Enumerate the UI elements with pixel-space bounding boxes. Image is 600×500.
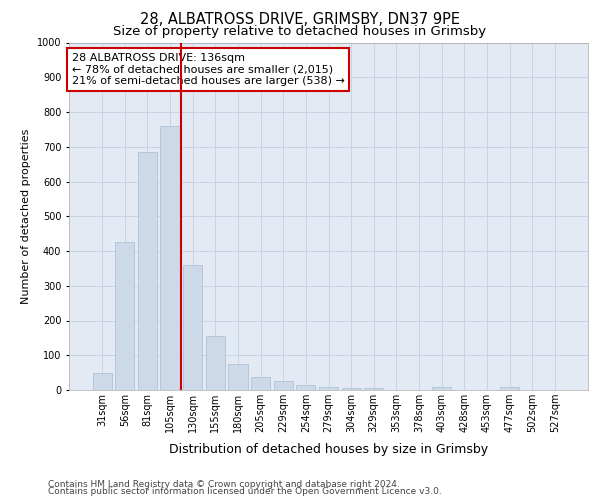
Bar: [296, 385, 316, 390]
Bar: [183, 265, 202, 390]
Bar: [138, 152, 157, 390]
Bar: [341, 388, 361, 390]
Text: Contains HM Land Registry data © Crown copyright and database right 2024.: Contains HM Land Registry data © Crown c…: [48, 480, 400, 489]
Text: 28, ALBATROSS DRIVE, GRIMSBY, DN37 9PE: 28, ALBATROSS DRIVE, GRIMSBY, DN37 9PE: [140, 12, 460, 28]
Text: Contains public sector information licensed under the Open Government Licence v3: Contains public sector information licen…: [48, 487, 442, 496]
Bar: [229, 364, 248, 390]
Bar: [160, 126, 180, 390]
Y-axis label: Number of detached properties: Number of detached properties: [22, 128, 31, 304]
Bar: [274, 382, 293, 390]
Text: Size of property relative to detached houses in Grimsby: Size of property relative to detached ho…: [113, 25, 487, 38]
Bar: [206, 336, 225, 390]
Bar: [92, 372, 112, 390]
Text: Distribution of detached houses by size in Grimsby: Distribution of detached houses by size …: [169, 442, 488, 456]
Bar: [500, 387, 519, 390]
Bar: [432, 387, 451, 390]
Bar: [364, 388, 383, 390]
Bar: [251, 377, 270, 390]
Text: 28 ALBATROSS DRIVE: 136sqm
← 78% of detached houses are smaller (2,015)
21% of s: 28 ALBATROSS DRIVE: 136sqm ← 78% of deta…: [71, 53, 344, 86]
Bar: [319, 387, 338, 390]
Bar: [115, 242, 134, 390]
